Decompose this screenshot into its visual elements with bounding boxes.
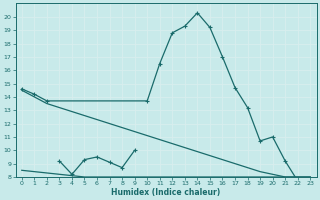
X-axis label: Humidex (Indice chaleur): Humidex (Indice chaleur) [111, 188, 221, 197]
